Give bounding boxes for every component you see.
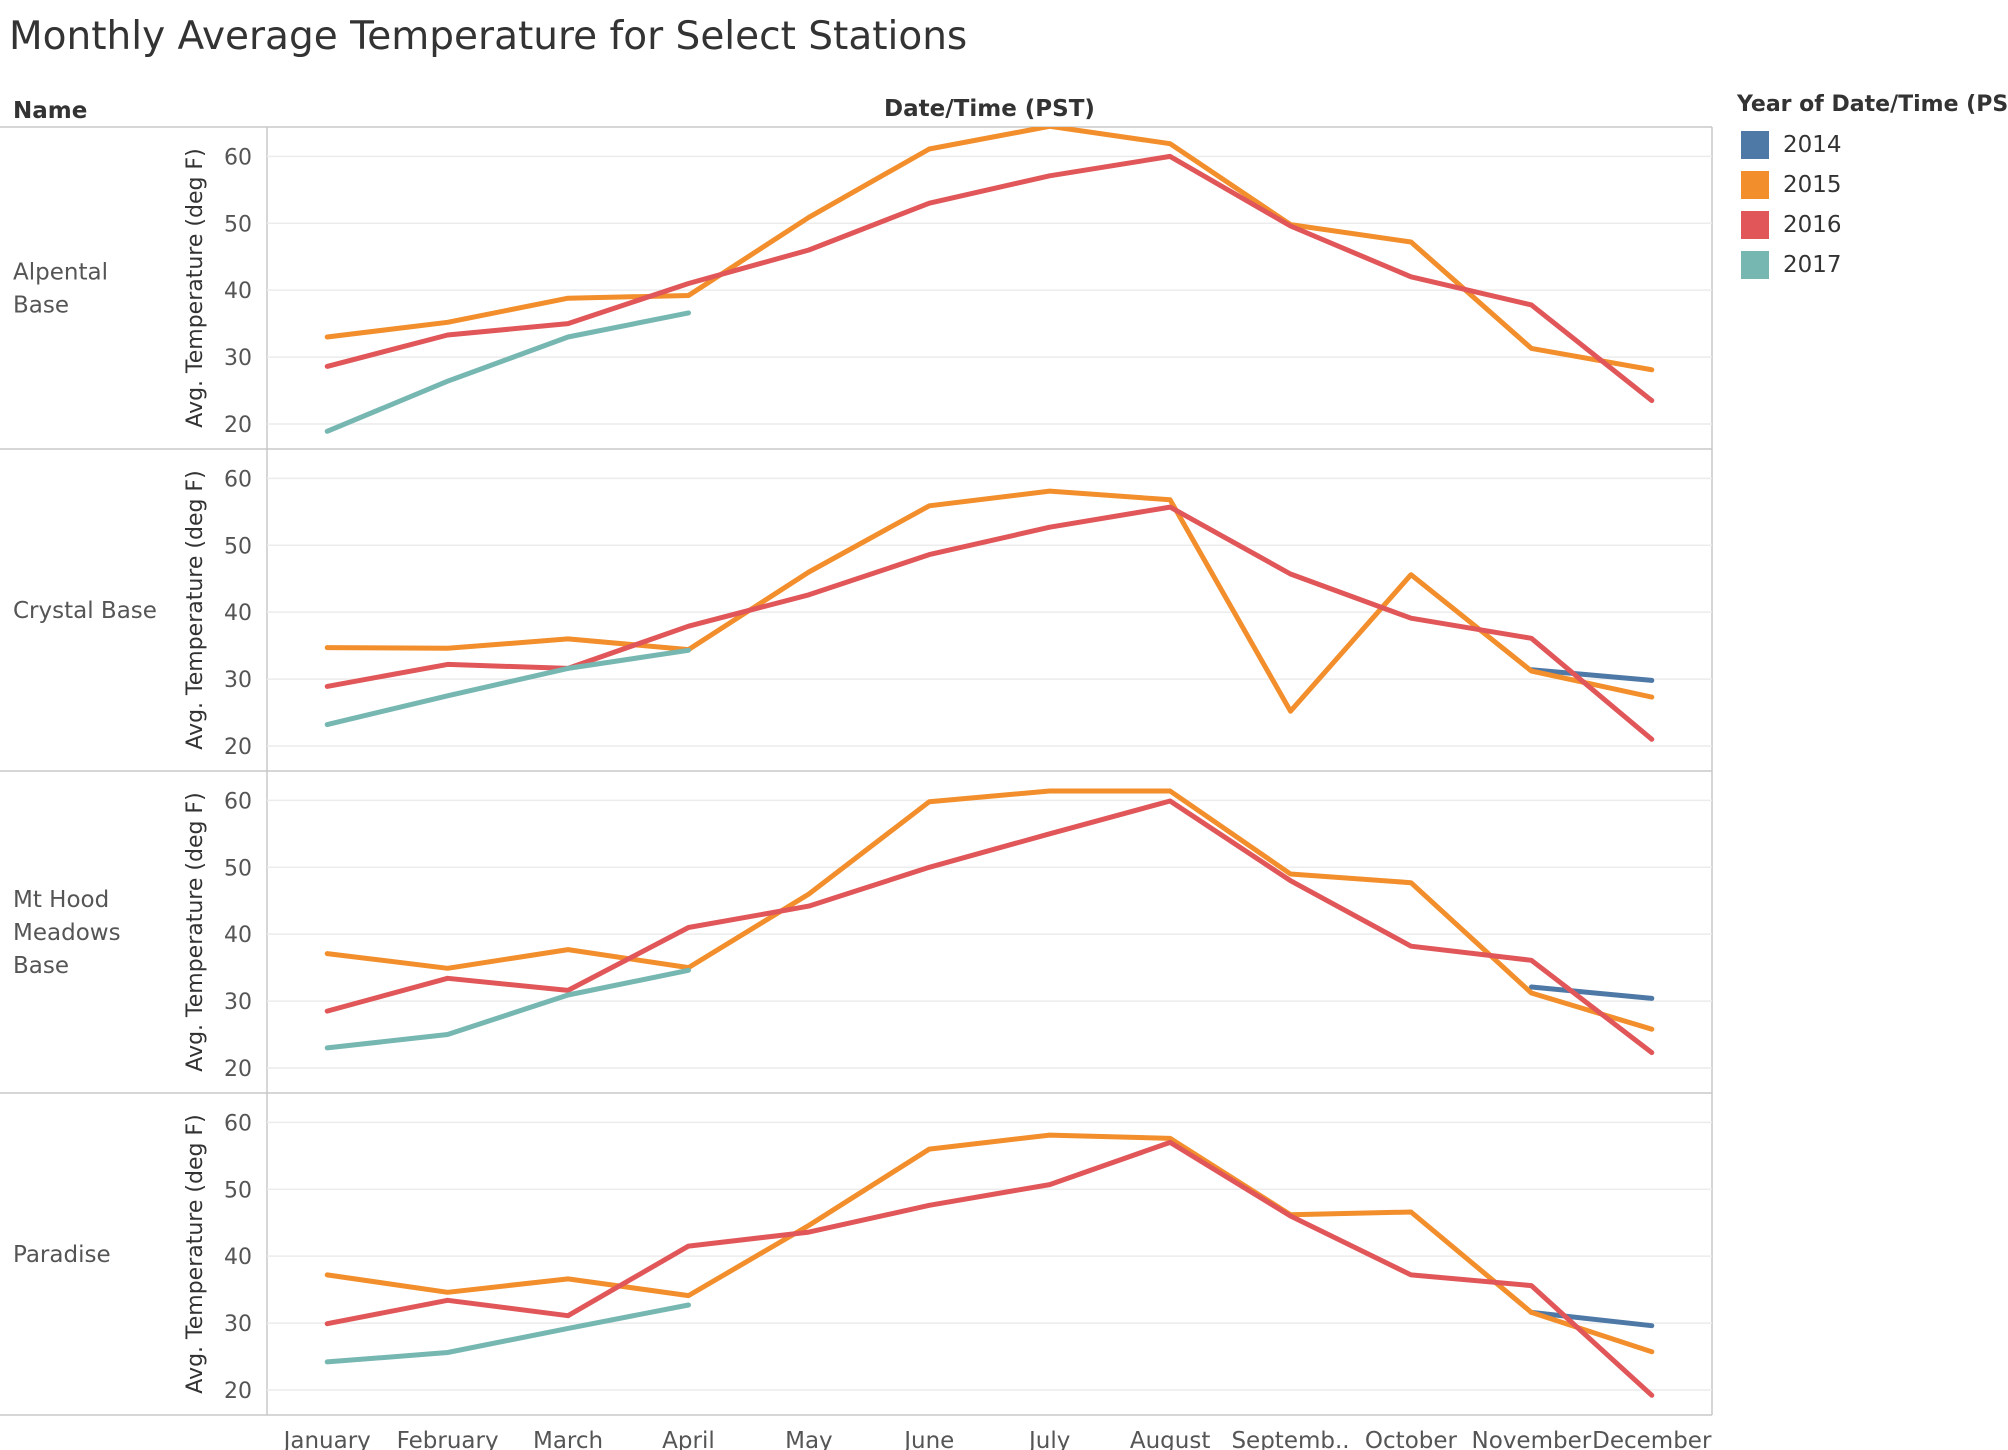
legend-swatch xyxy=(1741,131,1769,159)
legend-item-2014[interactable]: 2014 xyxy=(1737,125,2008,165)
legend-item-2015[interactable]: 2015 xyxy=(1737,165,2008,205)
series-line-2016 xyxy=(324,798,1655,1056)
x-tick-label: March xyxy=(533,1428,603,1450)
y-tick-label: 60 xyxy=(224,145,252,170)
y-axis-label: Avg. Temperature (deg F) xyxy=(183,792,208,1071)
x-tick-label: November xyxy=(1472,1428,1592,1450)
series-line-2017 xyxy=(324,967,691,1051)
legend-label: 2017 xyxy=(1783,252,1842,278)
station-name: Alpental Base xyxy=(13,260,108,319)
series-line-2016 xyxy=(324,1139,1655,1398)
series-line-2016 xyxy=(324,504,1655,742)
y-tick-label: 30 xyxy=(224,990,252,1015)
series-line-2015 xyxy=(324,127,1655,373)
station-name-line: Mt Hood xyxy=(13,887,109,913)
y-tick-label: 50 xyxy=(224,1178,252,1203)
y-tick-label: 30 xyxy=(224,1312,252,1337)
column-header-title: Date/Time (PST) xyxy=(884,96,1095,122)
series-line-2017 xyxy=(324,647,691,728)
y-tick-label: 50 xyxy=(224,212,252,237)
panel-1: 20 30 40 50 60 Avg. Temperature (deg F) Alpent… xyxy=(0,127,1712,450)
panel-2: 20 30 40 50 60 Avg. Temperature (deg F) Crysta… xyxy=(0,467,1712,772)
x-tick-label: February xyxy=(397,1428,499,1450)
y-tick-label: 60 xyxy=(224,1111,252,1136)
series-line-2016 xyxy=(324,153,1655,404)
series-line-2017 xyxy=(324,310,691,434)
legend: Year of Date/Time (PST) 2014 2015 2016 2017 xyxy=(1737,92,2008,285)
series-line-2014 xyxy=(1528,984,1655,1001)
series-group xyxy=(324,127,1655,434)
station-name-line: Alpental xyxy=(13,260,108,286)
station-name: Crystal Base xyxy=(13,598,157,624)
series-line-2014 xyxy=(1528,667,1655,683)
legend-swatch xyxy=(1741,171,1769,199)
series-line-2014 xyxy=(1528,1309,1655,1329)
legend-item-2016[interactable]: 2016 xyxy=(1737,205,2008,245)
station-name-line: Paradise xyxy=(13,1242,111,1268)
panel-4: 20 30 40 50 60 Avg. Temperature (deg F) Paradi… xyxy=(0,1111,1712,1416)
y-tick-label: 60 xyxy=(224,467,252,492)
legend-label: 2016 xyxy=(1783,212,1842,238)
station-name: Mt Hood Meadows Base xyxy=(13,887,121,979)
x-tick-label: August xyxy=(1130,1428,1211,1450)
series-group xyxy=(324,488,1655,742)
station-name: Paradise xyxy=(13,1242,111,1268)
y-tick-label: 60 xyxy=(224,789,252,814)
y-axis-label: Avg. Temperature (deg F) xyxy=(183,1114,208,1393)
x-tick-label: October xyxy=(1365,1428,1458,1450)
series-line-2015 xyxy=(324,788,1655,1032)
x-tick-label: April xyxy=(662,1428,715,1450)
legend-label: 2014 xyxy=(1783,132,1842,158)
x-tick-label: December xyxy=(1592,1428,1712,1450)
x-tick-label: January xyxy=(282,1428,371,1450)
legend-title: Year of Date/Time (PST) xyxy=(1737,92,2008,117)
y-tick-label: 40 xyxy=(224,279,252,304)
series-line-2015 xyxy=(324,1132,1655,1355)
y-tick-label: 20 xyxy=(224,413,252,438)
y-tick-label: 40 xyxy=(224,1245,252,1270)
y-tick-label: 30 xyxy=(224,346,252,371)
y-tick-label: 20 xyxy=(224,735,252,760)
series-group xyxy=(324,1132,1655,1398)
series-group xyxy=(324,788,1655,1056)
series-line-2015 xyxy=(324,488,1655,714)
legend-items: 2014 2015 2016 2017 xyxy=(1737,125,2008,285)
chart-title: Monthly Average Temperature for Select S… xyxy=(9,14,968,59)
y-tick-label: 20 xyxy=(224,1057,252,1082)
y-tick-label: 40 xyxy=(224,601,252,626)
y-tick-label: 30 xyxy=(224,668,252,693)
y-axis-label: Avg. Temperature (deg F) xyxy=(183,470,208,749)
y-tick-label: 40 xyxy=(224,923,252,948)
series-line-2017 xyxy=(324,1302,691,1365)
row-header-title: Name xyxy=(13,98,87,124)
x-tick-label: July xyxy=(1027,1428,1070,1450)
y-tick-label: 50 xyxy=(224,534,252,559)
panel-3: 20 30 40 50 60 Avg. Temperature (deg F) Mt Hoo… xyxy=(0,788,1712,1094)
station-name-line: Base xyxy=(13,953,69,979)
station-name-line: Crystal Base xyxy=(13,598,157,624)
legend-swatch xyxy=(1741,211,1769,239)
y-tick-label: 50 xyxy=(224,856,252,881)
legend-swatch xyxy=(1741,251,1769,279)
x-tick-label: May xyxy=(785,1428,833,1450)
legend-item-2017[interactable]: 2017 xyxy=(1737,245,2008,285)
station-name-line: Meadows xyxy=(13,920,121,946)
x-tick-label: June xyxy=(902,1428,954,1450)
y-axis-label: Avg. Temperature (deg F) xyxy=(183,148,208,427)
y-tick-label: 20 xyxy=(224,1379,252,1404)
x-tick-label: Septemb.. xyxy=(1231,1428,1349,1450)
station-name-line: Base xyxy=(13,293,69,319)
legend-label: 2015 xyxy=(1783,172,1842,198)
